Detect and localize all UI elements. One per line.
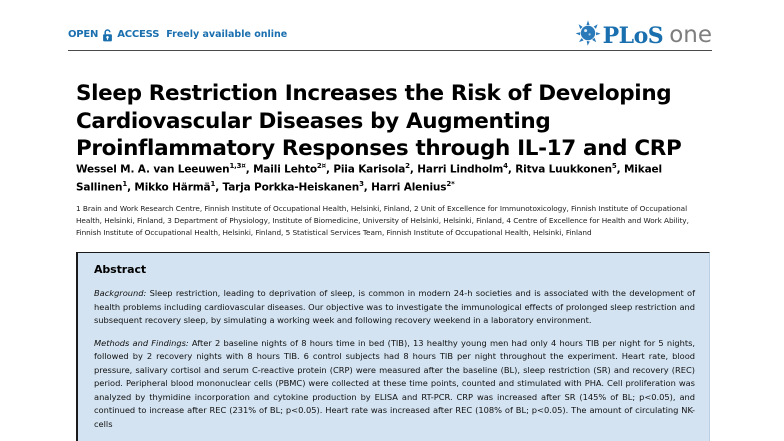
author-separator: , xyxy=(215,181,223,193)
author-name[interactable]: Mikko Härmä xyxy=(134,181,211,193)
open-access-open-label: OPEN xyxy=(68,29,99,40)
abstract-panel: Abstract Background: Sleep restriction, … xyxy=(76,252,710,441)
abstract-background-paragraph: Background: Sleep restriction, leading t… xyxy=(94,287,695,328)
author-separator: , xyxy=(127,181,135,193)
open-access-tagline: Freely available online xyxy=(166,29,288,41)
author-affiliation-marker: 1 xyxy=(210,179,216,188)
affiliations: 1 Brain and Work Research Centre, Finnis… xyxy=(76,204,689,238)
author-name[interactable]: Wessel M. A. van Leeuwen xyxy=(76,163,230,176)
author-affiliation-marker: 2¤ xyxy=(316,162,326,170)
author-name[interactable]: Mikael Sallinen xyxy=(76,163,662,194)
author-name[interactable]: Ritva Luukkonen xyxy=(515,163,612,176)
author-separator: , xyxy=(325,163,334,176)
author-separator: , xyxy=(616,163,624,176)
author-separator: , xyxy=(409,163,418,176)
open-access-banner: OPEN ACCESS Freely available online xyxy=(68,20,712,48)
author-affiliation-marker: 1,3¤ xyxy=(229,162,246,170)
header-divider xyxy=(68,50,712,51)
author-affiliation-marker: 2 xyxy=(405,162,410,170)
author-name[interactable]: Harri Alenius xyxy=(371,181,447,193)
author-name[interactable]: Tarja Porkka-Heiskanen xyxy=(222,181,360,193)
author-name[interactable]: Harri Lindholm xyxy=(417,163,504,176)
open-access-access-label: ACCESS xyxy=(117,29,160,40)
one-wordmark: one xyxy=(669,22,712,48)
open-lock-icon xyxy=(101,28,114,42)
author-affiliation-marker: 4 xyxy=(503,162,508,170)
abstract-heading: Abstract xyxy=(94,263,147,276)
article-title: Sleep Restriction Increases the Risk of … xyxy=(76,81,682,161)
open-access-mark: OPEN ACCESS Freely available online xyxy=(68,28,287,42)
abstract-background-text: Sleep restriction, leading to deprivatio… xyxy=(94,288,695,326)
abstract-background-label: Background: xyxy=(94,288,147,298)
author-affiliation-marker: 2* xyxy=(446,179,455,188)
abstract-methods-text: After 2 baseline nights of 8 hours time … xyxy=(94,337,695,429)
author-name[interactable]: Piia Karisola xyxy=(333,163,406,176)
author-list: Wessel M. A. van Leeuwen1,3¤, Maili Leht… xyxy=(76,161,710,196)
author-affiliation-marker: 5 xyxy=(611,162,617,170)
plos-starburst-icon xyxy=(575,20,601,46)
author-separator: , xyxy=(507,163,516,176)
abstract-methods-label: Methods and Findings: xyxy=(94,337,189,348)
plos-one-logo[interactable]: PLoS one xyxy=(575,20,712,47)
abstract-methods-paragraph: Methods and Findings: After 2 baseline n… xyxy=(94,337,695,432)
plos-wordmark: PLoS xyxy=(602,23,664,49)
author-separator: , xyxy=(245,163,254,176)
author-affiliation-marker: 3 xyxy=(359,179,364,188)
author-separator: , xyxy=(363,181,372,193)
author-name[interactable]: Maili Lehto xyxy=(253,163,317,176)
author-affiliation-marker: 1 xyxy=(122,179,128,188)
